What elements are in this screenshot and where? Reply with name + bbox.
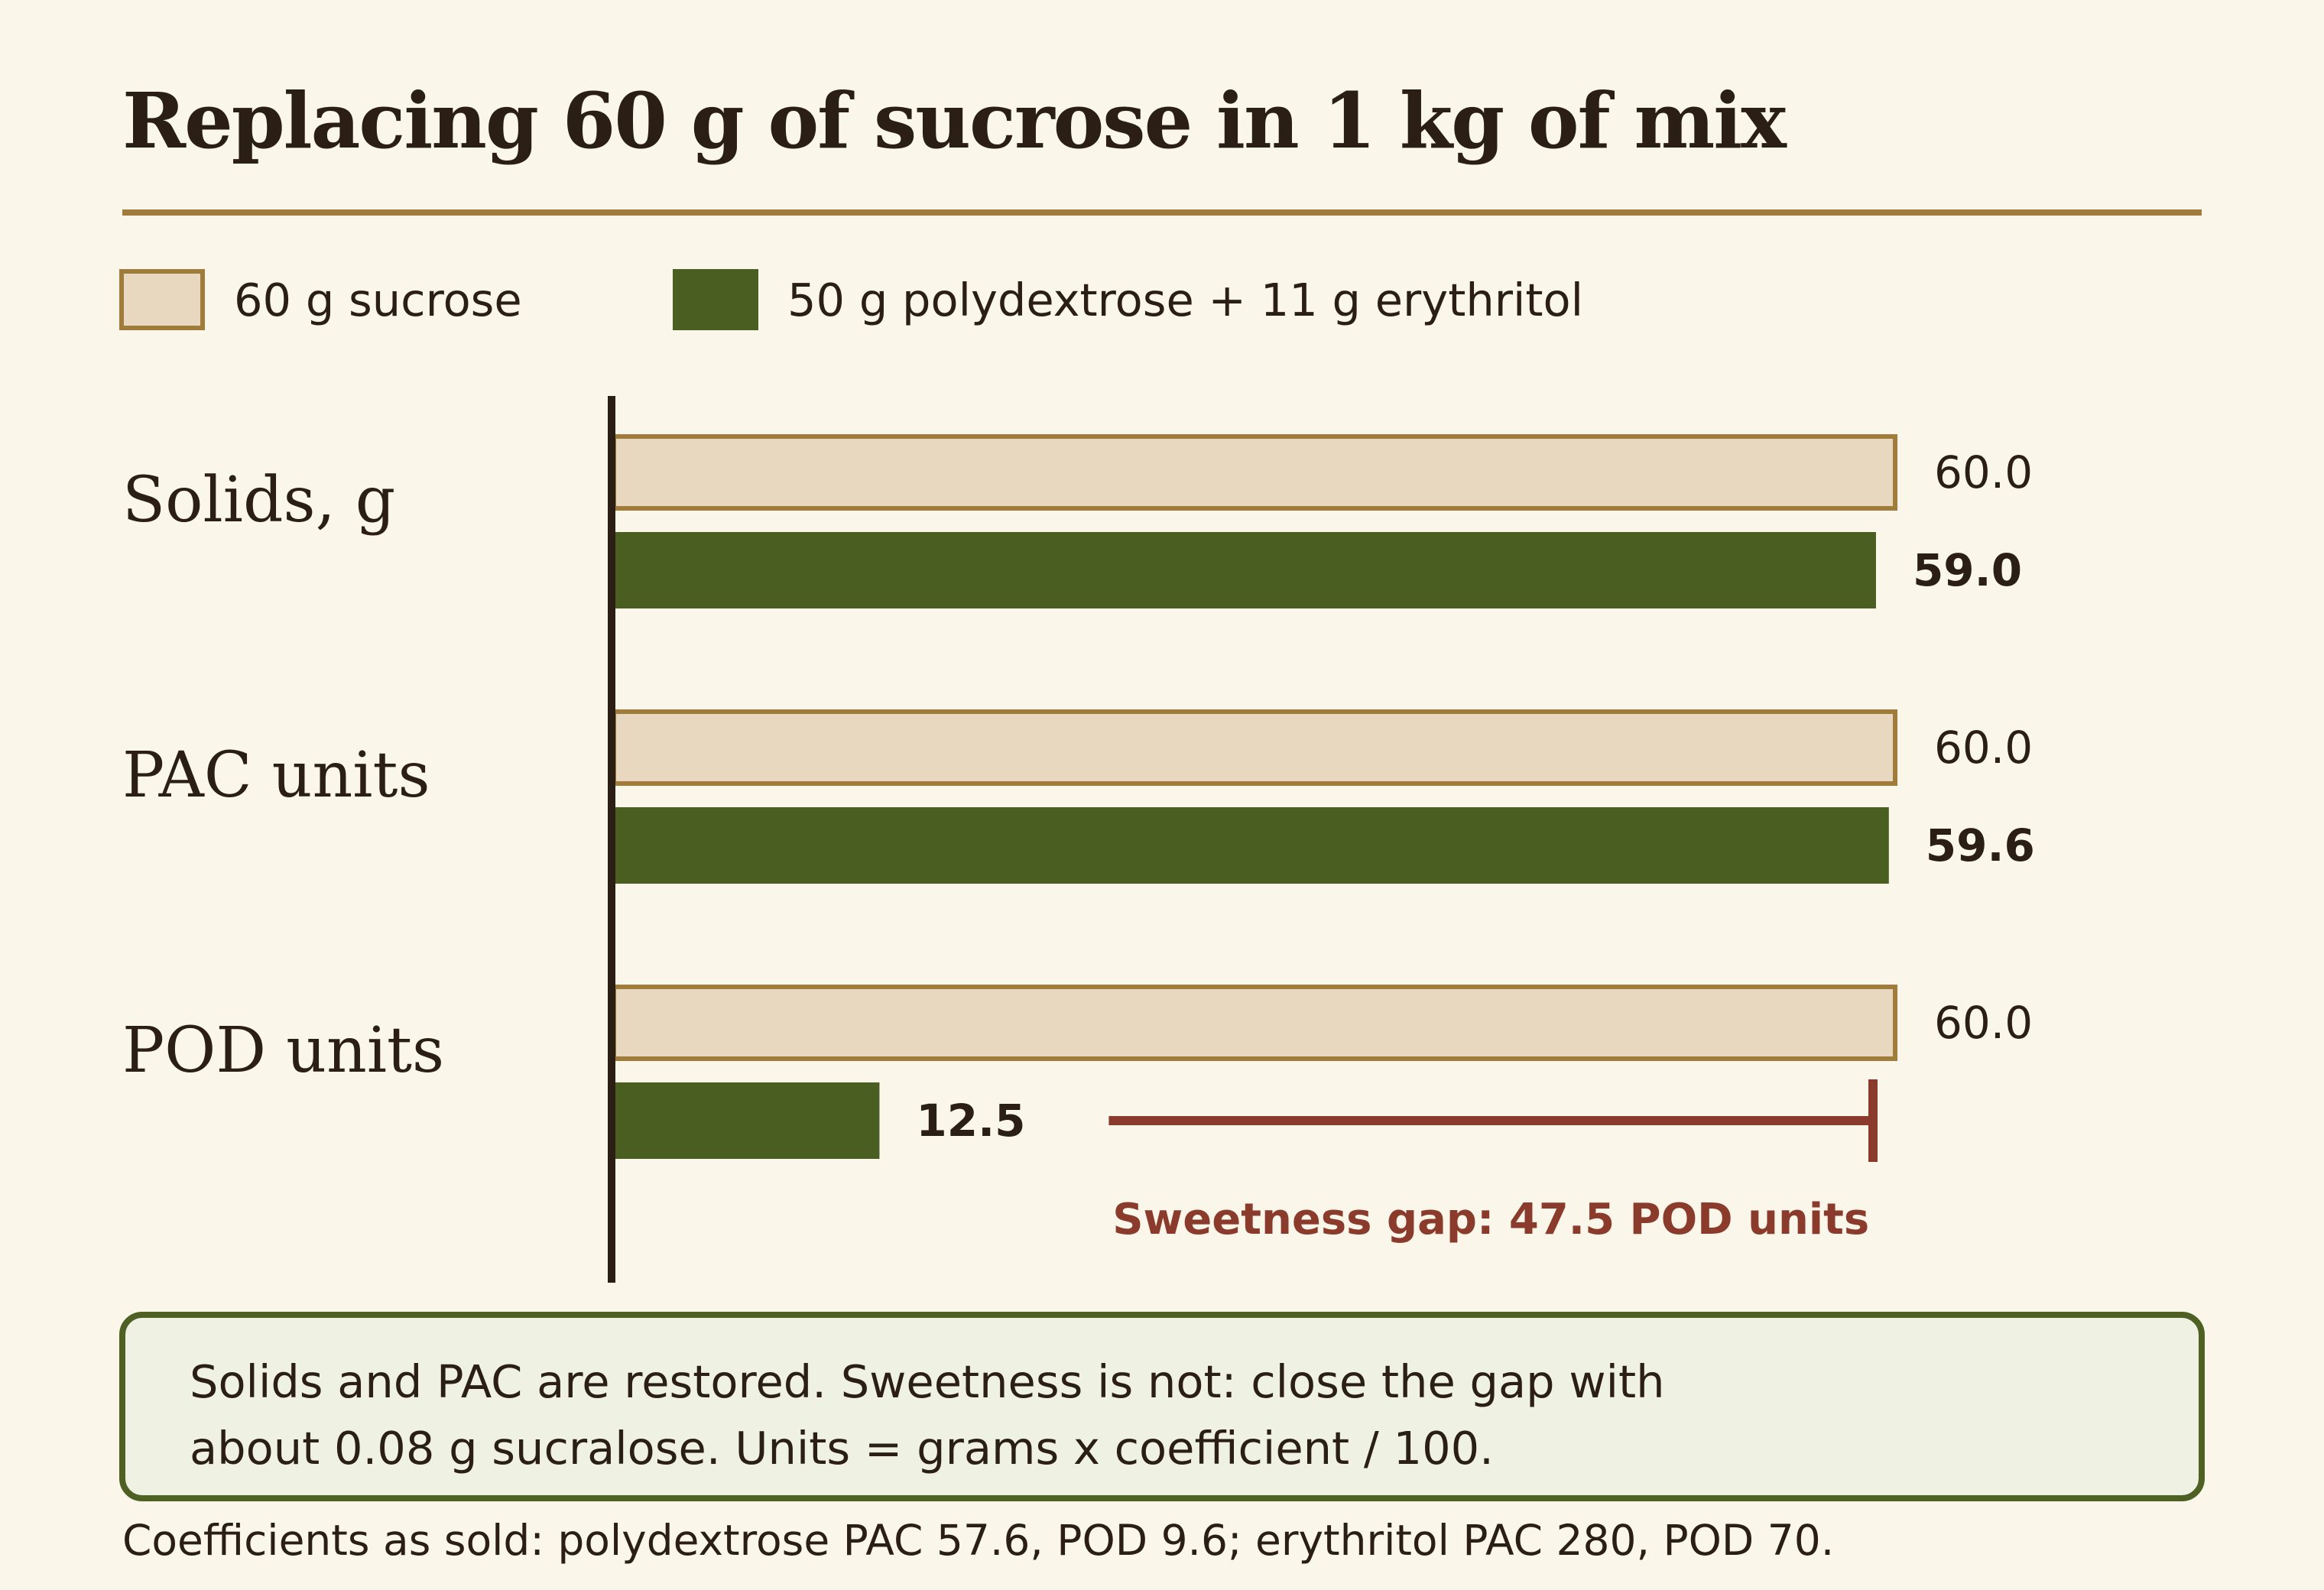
legend-swatch-sucrose <box>119 269 205 330</box>
bar-solids-blend <box>612 532 1876 608</box>
bar-pac-sucrose <box>612 709 1897 786</box>
legend-swatch-blend <box>673 269 758 330</box>
bar-pac-blend <box>612 807 1889 884</box>
title-divider <box>122 209 2202 216</box>
category-label-pac: PAC units <box>122 739 430 812</box>
legend-label-blend: 50 g polydextrose + 11 g erythritol <box>787 273 1583 326</box>
bar-chart: 60.0 59.0 60.0 59.6 60.0 12.5 Sweetness gap: 4… <box>608 396 2035 1283</box>
chart-title: Replacing 60 g of sucrose in 1 kg of mix <box>122 76 1787 166</box>
callout-box: Solids and PAC are restored. Sweetness i… <box>119 1312 2205 1501</box>
bar-pod-blend <box>612 1082 880 1159</box>
gap-annotation-label: Sweetness gap: 47.5 POD units <box>1112 1195 1869 1244</box>
legend-item-blend: 50 g polydextrose + 11 g erythritol <box>673 269 1583 330</box>
value-label-pod-blend: 12.5 <box>916 1095 1025 1147</box>
category-label-pod: POD units <box>122 1014 445 1087</box>
legend-item-sucrose: 60 g sucrose <box>119 269 522 330</box>
callout-line-1: Solids and PAC are restored. Sweetness i… <box>190 1355 1665 1408</box>
value-label-pac-sucrose: 60.0 <box>1934 722 2033 774</box>
value-label-pac-blend: 59.6 <box>1926 819 2035 871</box>
bar-pod-sucrose <box>612 985 1897 1061</box>
legend-label-sucrose: 60 g sucrose <box>234 273 522 326</box>
value-label-solids-sucrose: 60.0 <box>1934 446 2033 498</box>
footnote: Coefficients as sold: polydextrose PAC 5… <box>122 1516 1835 1565</box>
bar-solids-sucrose <box>612 434 1897 511</box>
callout-line-2: about 0.08 g sucralose. Units = grams x … <box>190 1422 1494 1475</box>
value-label-pod-sucrose: 60.0 <box>1934 997 2033 1049</box>
value-label-solids-blend: 59.0 <box>1913 544 2022 596</box>
category-label-solids: Solids, g <box>122 464 396 537</box>
